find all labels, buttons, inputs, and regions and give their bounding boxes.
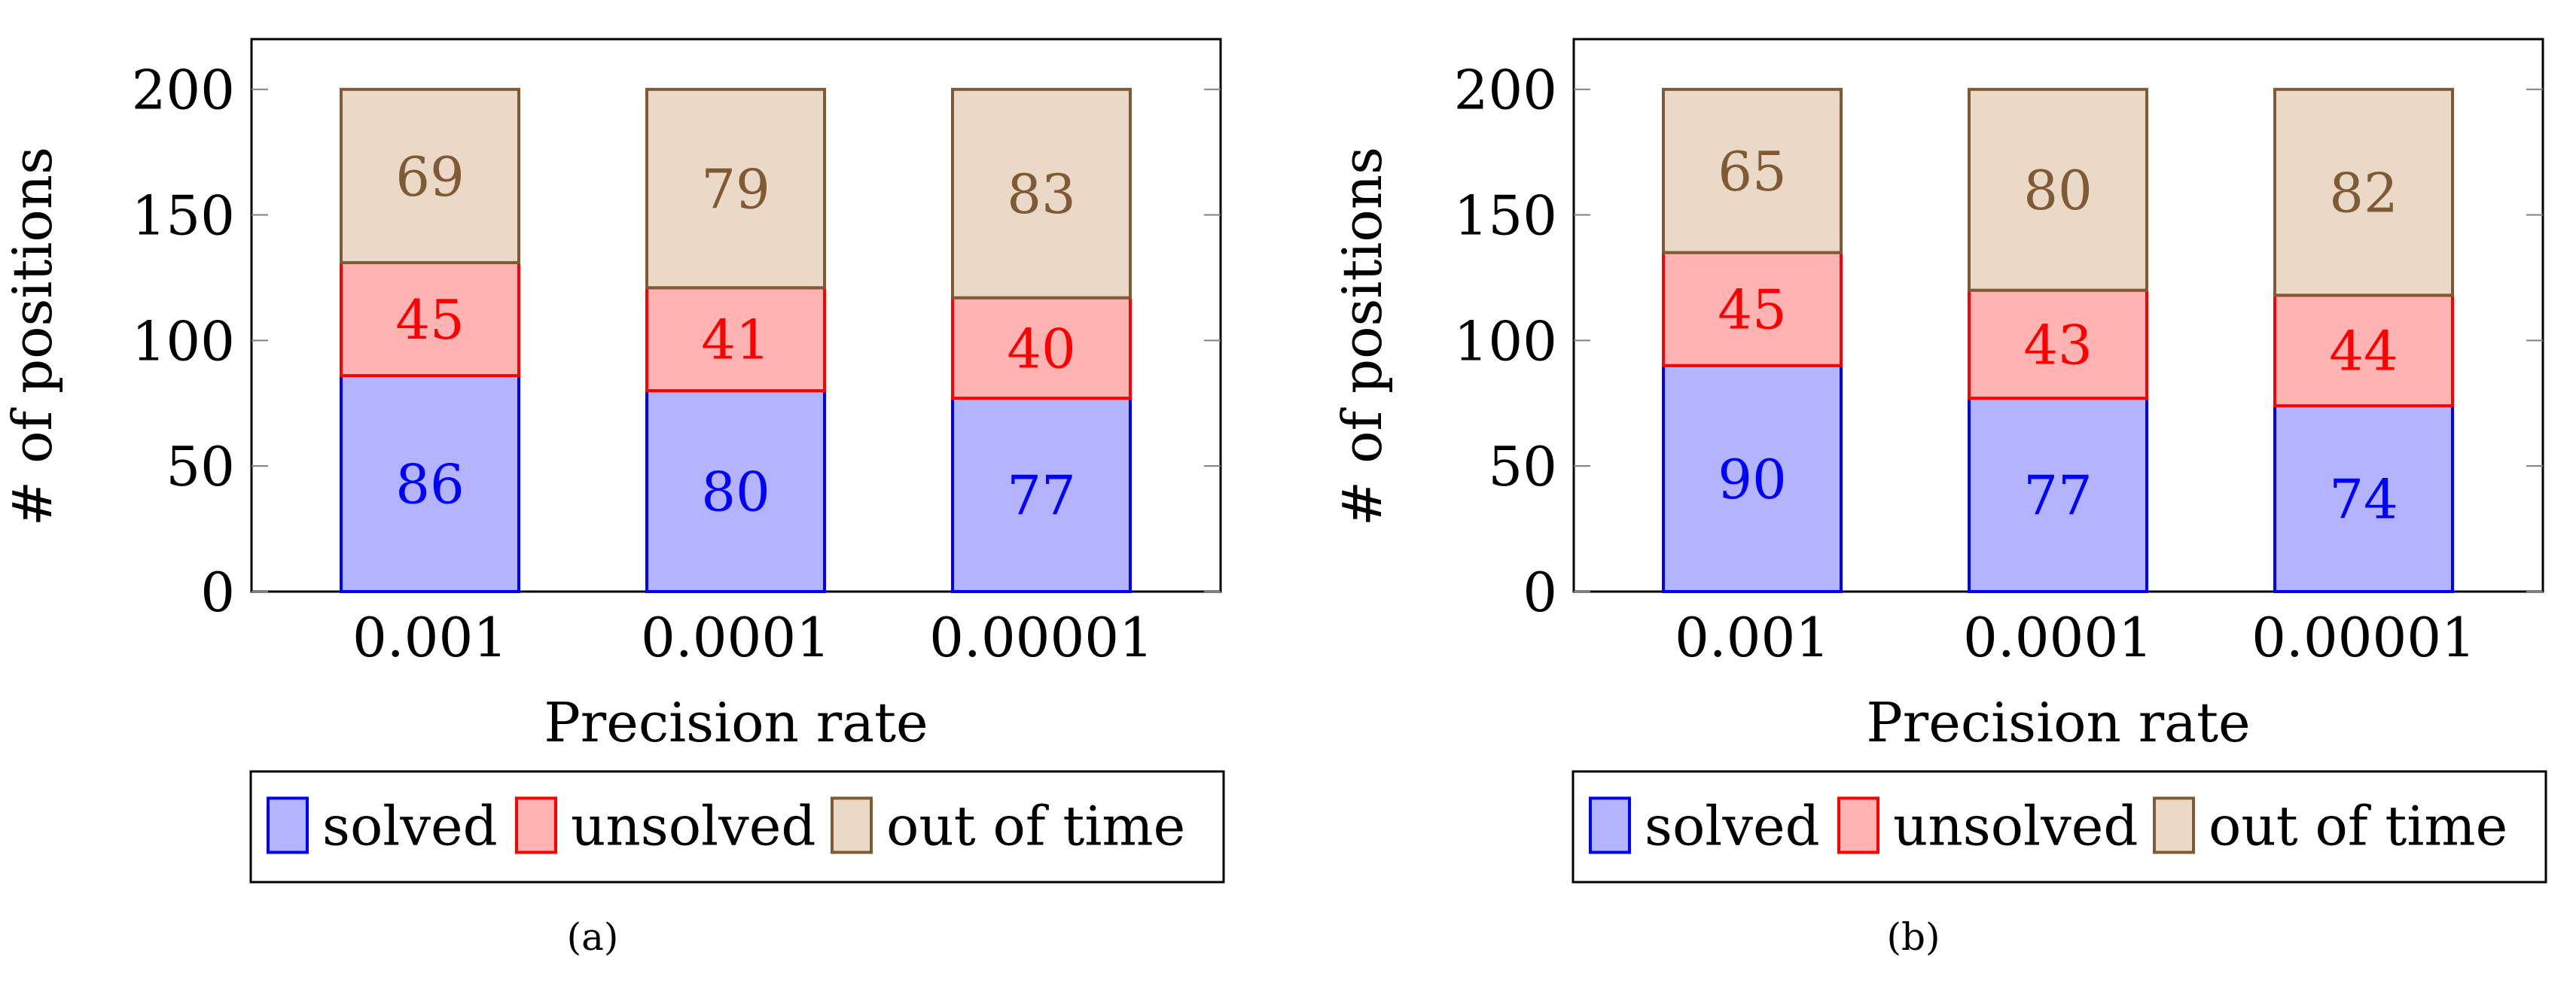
bar-value-label-unsolved: 45	[395, 288, 465, 351]
bar-value-label-out-of-time: 80	[2023, 159, 2093, 222]
x-axis-label: Precision rate	[544, 691, 928, 754]
bar-unsolved	[2273, 294, 2454, 408]
bar-value-label-solved: 86	[395, 453, 465, 516]
bar-value-label-out-of-time: 82	[2329, 162, 2398, 225]
panel-caption: (a)	[567, 915, 619, 959]
bar-value-label-solved: 80	[701, 461, 770, 524]
bar-solved	[645, 389, 826, 593]
legend-box	[1572, 770, 2547, 884]
chart-panel-a: 0 50 100 150 200 # of positions 0.001 0.0001 0.0…	[1, 38, 1225, 959]
x-axis-label: Precision rate	[1866, 691, 2250, 754]
legend-label-solved: solved	[1645, 795, 1820, 858]
y-tick-label: 150	[132, 184, 235, 248]
y-axis-label: # of positions	[1, 147, 64, 526]
bar-value-label-solved: 90	[1718, 448, 1787, 511]
legend-label-unsolved: unsolved	[1893, 795, 2138, 858]
bar-out-of-time	[951, 87, 1132, 300]
bar-value-label-out-of-time: 69	[395, 145, 465, 208]
legend-swatch-out-of-time	[2153, 796, 2195, 854]
legend-swatch-solved	[267, 796, 309, 854]
x-tick-label: 0.001	[352, 606, 508, 669]
bar-value-label-solved: 77	[2023, 464, 2093, 528]
legend-swatch-out-of-time	[831, 796, 873, 854]
y-tick-label: 0	[200, 561, 235, 624]
legend-swatch-unsolved	[515, 796, 557, 854]
y-axis-label: # of positions	[1331, 147, 1394, 526]
bar-value-label-out-of-time: 65	[1718, 140, 1787, 203]
bar-unsolved	[645, 286, 826, 393]
legend-swatch-solved	[1589, 796, 1631, 854]
bar-out-of-time	[2273, 87, 2454, 297]
x-tick-label: 0.0001	[641, 606, 831, 669]
legend-label-unsolved: unsolved	[571, 795, 815, 858]
bar-solved	[340, 374, 520, 593]
bar-solved	[951, 397, 1132, 593]
y-tick-label: 100	[132, 309, 235, 373]
legend-box	[249, 770, 1225, 884]
bar-unsolved	[951, 296, 1132, 400]
legend-label-out-of-time: out of time	[2209, 795, 2507, 858]
bar-value-label-unsolved: 45	[1718, 278, 1787, 342]
y-tick-label: 200	[132, 59, 235, 122]
bar-out-of-time	[1662, 87, 1843, 254]
bar-unsolved	[1662, 251, 1843, 367]
legend-label-solved: solved	[322, 795, 498, 858]
bar-out-of-time	[1968, 87, 2148, 292]
legend-label-out-of-time: out of time	[886, 795, 1185, 858]
chart-panel-b: 0 50 100 150 200 # of positions 0.001 0.0001 0.0…	[1331, 38, 2547, 959]
y-tick-label: 150	[1454, 184, 1557, 248]
bar-value-label-unsolved: 44	[2329, 320, 2398, 383]
x-tick-label: 0.00001	[2251, 606, 2476, 669]
x-tick-label: 0.00001	[929, 606, 1154, 669]
bar-value-label-out-of-time: 79	[701, 158, 770, 221]
bar-value-label-unsolved: 43	[2023, 313, 2093, 376]
x-tick-label: 0.0001	[1963, 606, 2153, 669]
bar-out-of-time	[340, 87, 520, 264]
panel-caption: (b)	[1886, 915, 1940, 959]
y-tick-label: 200	[1454, 59, 1557, 122]
y-tick-label: 50	[166, 435, 235, 498]
bar-value-label-unsolved: 40	[1007, 317, 1076, 380]
bar-solved	[1662, 364, 1843, 593]
bar-solved	[1968, 397, 2148, 593]
y-tick-label: 50	[1488, 435, 1557, 498]
y-tick-label: 0	[1523, 561, 1557, 624]
bar-unsolved	[340, 260, 520, 378]
y-tick-label: 100	[1454, 309, 1557, 373]
bar-unsolved	[1968, 288, 2148, 400]
bar-value-label-out-of-time: 83	[1007, 163, 1076, 226]
bar-value-label-solved: 74	[2329, 468, 2398, 531]
bar-solved	[2273, 404, 2454, 593]
bar-out-of-time	[645, 87, 826, 290]
legend-swatch-unsolved	[1837, 796, 1879, 854]
bar-value-label-unsolved: 41	[701, 309, 770, 372]
bar-value-label-solved: 77	[1007, 464, 1076, 528]
x-tick-label: 0.001	[1675, 606, 1830, 669]
